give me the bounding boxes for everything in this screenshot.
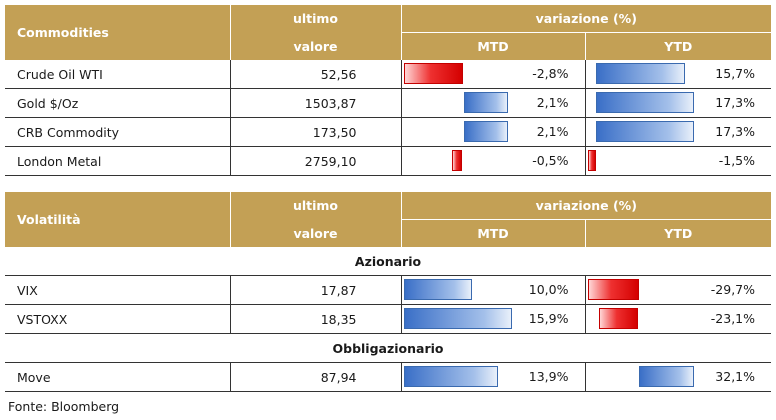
mtd-header: MTD: [400, 32, 585, 60]
volatilita-table: Volatilità ultimo variazione (%) valore …: [5, 192, 772, 392]
ytd-pct: 15,7%: [715, 66, 756, 81]
row-value: 173,50: [229, 117, 401, 147]
ytd-pct: -23,1%: [710, 311, 756, 326]
table-row: Move 87,94 13,9% 32,1%: [5, 362, 772, 392]
mtd-pct: 10,0%: [528, 282, 569, 297]
table-row: Gold $/Oz 1503,87 2,1% 17,3%: [5, 88, 772, 118]
mtd-pct: 2,1%: [536, 95, 569, 110]
ytd-cell: -1,5%: [584, 146, 772, 176]
mtd-pct: -0,5%: [532, 153, 569, 168]
ultimo-header: ultimo: [229, 5, 401, 33]
ytd-bar: [598, 308, 639, 329]
variazione-header: variazione (%): [400, 192, 772, 220]
ytd-cell: -23,1%: [584, 304, 772, 334]
ytd-header: YTD: [584, 32, 772, 60]
mtd-cell: 15,9%: [400, 304, 585, 334]
ytd-pct: 32,1%: [715, 369, 756, 384]
row-value: 2759,10: [229, 146, 401, 176]
row-value: 18,35: [229, 304, 401, 334]
row-name: VSTOXX: [5, 304, 230, 334]
table-row: VSTOXX 18,35 15,9% -23,1%: [5, 304, 772, 334]
row-value: 17,87: [229, 275, 401, 305]
ytd-cell: 15,7%: [584, 60, 772, 89]
azionario-label: Azionario: [5, 247, 772, 276]
mtd-bar: [403, 308, 512, 329]
commodities-table: Commodities ultimo variazione (%) valore…: [5, 5, 772, 176]
ytd-bar: [587, 279, 639, 300]
valore-header: valore: [229, 219, 401, 247]
obbligazionario-subheader: Obbligazionario: [5, 333, 772, 363]
ytd-pct: 17,3%: [715, 124, 756, 139]
ytd-pct: -1,5%: [718, 153, 756, 168]
mtd-cell: 2,1%: [400, 88, 585, 118]
ytd-bar: [587, 150, 597, 171]
ultimo-header: ultimo: [229, 192, 401, 220]
ytd-cell: 17,3%: [584, 88, 772, 118]
table-row: Crude Oil WTI 52,56 -2,8% 15,7%: [5, 60, 772, 89]
variazione-header: variazione (%): [400, 5, 772, 33]
row-name: CRB Commodity: [5, 117, 230, 147]
mtd-bar: [451, 150, 463, 171]
row-name: Crude Oil WTI: [5, 60, 230, 89]
row-name: London Metal: [5, 146, 230, 176]
source-note: Fonte: Bloomberg: [8, 399, 120, 414]
ytd-bar: [595, 63, 685, 84]
mtd-bar: [463, 121, 509, 142]
mtd-bar: [463, 92, 509, 113]
ytd-pct: 17,3%: [715, 95, 756, 110]
row-value: 87,94: [229, 362, 401, 392]
ytd-cell: 17,3%: [584, 117, 772, 147]
ytd-bar: [595, 121, 695, 142]
mtd-cell: -2,8%: [400, 60, 585, 89]
mtd-cell: -0,5%: [400, 146, 585, 176]
row-value: 1503,87: [229, 88, 401, 118]
obbligazionario-label: Obbligazionario: [5, 333, 772, 363]
mtd-cell: 13,9%: [400, 362, 585, 392]
ytd-bar: [595, 92, 695, 113]
mtd-pct: 15,9%: [528, 311, 569, 326]
ytd-cell: 32,1%: [584, 362, 772, 392]
mtd-pct: 2,1%: [536, 124, 569, 139]
ytd-bar: [638, 366, 694, 387]
row-name: VIX: [5, 275, 230, 305]
row-name: Move: [5, 362, 230, 392]
valore-header: valore: [229, 32, 401, 60]
table-row: CRB Commodity 173,50 2,1% 17,3%: [5, 117, 772, 147]
mtd-pct: -2,8%: [532, 66, 569, 81]
volatilita-title: Volatilità: [5, 192, 230, 247]
mtd-bar: [403, 63, 464, 84]
azionario-subheader: Azionario: [5, 247, 772, 276]
mtd-bar: [403, 366, 499, 387]
mtd-pct: 13,9%: [528, 369, 569, 384]
commodities-title: Commodities: [5, 5, 230, 60]
ytd-header: YTD: [584, 219, 772, 247]
mtd-cell: 10,0%: [400, 275, 585, 305]
table-row: London Metal 2759,10 -0,5% -1,5%: [5, 146, 772, 176]
mtd-bar: [403, 279, 472, 300]
ytd-pct: -29,7%: [710, 282, 756, 297]
row-value: 52,56: [229, 60, 401, 89]
row-name: Gold $/Oz: [5, 88, 230, 118]
mtd-header: MTD: [400, 219, 585, 247]
ytd-cell: -29,7%: [584, 275, 772, 305]
mtd-cell: 2,1%: [400, 117, 585, 147]
table-row: VIX 17,87 10,0% -29,7%: [5, 275, 772, 305]
